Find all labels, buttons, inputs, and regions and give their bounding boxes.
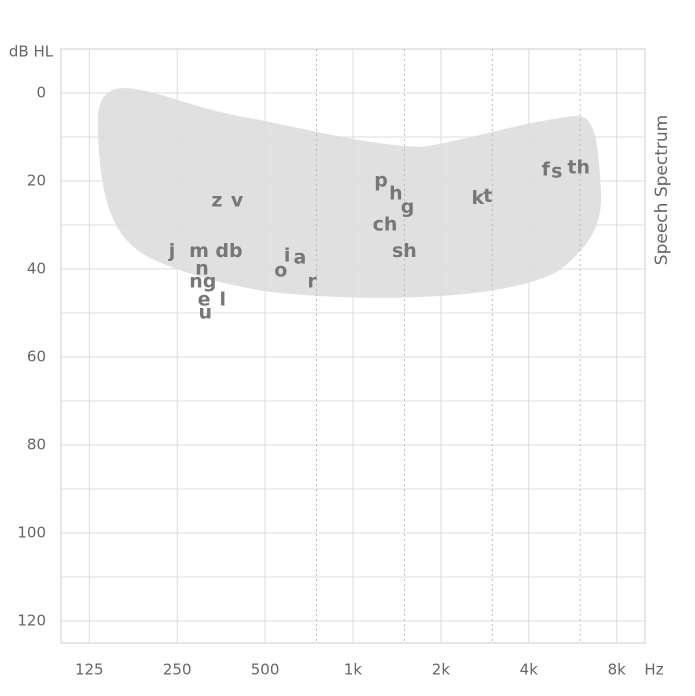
phoneme: j [168,240,176,262]
phoneme: db [215,240,242,262]
phoneme: f [542,159,551,181]
y-tick-label: 100 [17,524,46,542]
phoneme: o [274,260,287,282]
phoneme: u [199,302,213,324]
phoneme: ch [373,214,398,236]
speech-banana [97,88,602,298]
phoneme: sh [392,240,417,262]
phoneme: g [401,196,415,218]
x-tick-label: 8k [608,661,627,679]
x-tick-label: 250 [163,661,192,679]
y-tick-label: 60 [27,348,46,366]
y-tick-label: 80 [27,436,46,454]
x-tick-label: 125 [75,661,104,679]
phoneme: i [284,244,291,266]
phoneme: r [307,271,317,293]
y-tick-label: 20 [27,172,46,190]
phoneme: th [567,156,590,178]
x-tick-label: 500 [251,661,280,679]
phoneme: n [195,258,209,280]
phoneme: ng [189,271,216,293]
phoneme: e [198,288,211,310]
y-axis-label: dB HL [9,43,54,61]
phoneme: a [294,247,307,269]
phoneme: m [189,240,209,262]
phoneme: p [374,170,388,192]
y-tick-label: 0 [36,84,46,102]
x-tick-label: 2k [432,661,451,679]
y-tick-label: 40 [27,260,46,278]
phoneme: t [483,185,492,207]
phoneme: h [389,183,403,205]
x-unit: Hz [644,661,663,679]
phoneme: v [231,189,244,211]
phoneme: k [471,187,484,209]
x-tick-label: 1k [344,661,363,679]
y-tick-label: 120 [17,612,46,630]
phoneme: l [219,288,226,310]
phoneme: s [551,161,562,183]
side-label: Speech Spectrum [652,115,672,265]
x-tick-label: 4k [520,661,539,679]
phoneme: z [211,189,222,211]
